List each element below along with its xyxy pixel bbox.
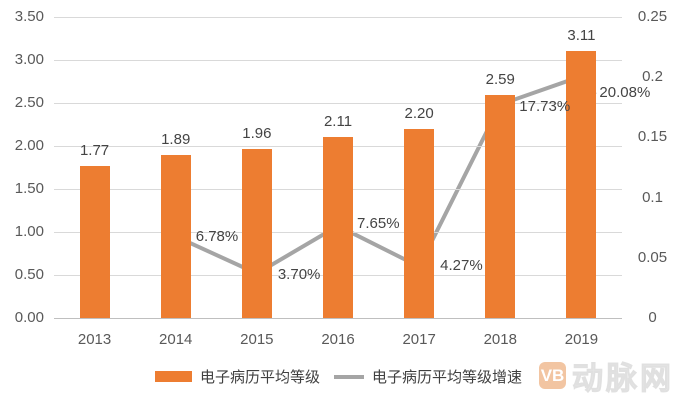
x-axis-label: 2019 xyxy=(564,331,599,348)
gridline xyxy=(54,103,622,104)
bar-value-label: 2.59 xyxy=(485,71,515,89)
legend-item-line-series: 电子病历平均等级增速 xyxy=(334,366,522,387)
gridline xyxy=(54,17,622,18)
x-axis-label: 2017 xyxy=(402,331,436,348)
bar-2015 xyxy=(241,149,272,318)
y-axis-tick-left: 2.00 xyxy=(14,137,44,154)
y-axis-tick-right: 0.15 xyxy=(637,128,668,146)
y-axis-tick-left: 1.50 xyxy=(14,180,44,197)
legend-label-bar-series: 电子病历平均等级 xyxy=(199,369,320,386)
line-value-label: 17.73% xyxy=(519,97,571,115)
y-axis-tick-right: 0.25 xyxy=(637,8,668,25)
bar-2017 xyxy=(404,128,435,318)
bar-2013 xyxy=(79,165,110,318)
x-axis-label: 2016 xyxy=(321,331,355,348)
bar-value-label: 1.96 xyxy=(242,125,272,143)
x-axis-label: 2014 xyxy=(159,331,193,348)
line-series-swatch-icon xyxy=(334,374,364,379)
bar-2019 xyxy=(566,50,597,318)
bar-value-label: 2.20 xyxy=(404,104,434,122)
line-value-label: 3.70% xyxy=(277,266,321,284)
legend-item-bar-series: 电子病历平均等级 xyxy=(154,366,320,387)
watermark-text: 动脉网 xyxy=(572,361,674,397)
line-value-label: 4.27% xyxy=(440,256,483,274)
bar-2014 xyxy=(160,155,191,318)
line-value-label: 7.65% xyxy=(357,214,400,232)
y-axis-tick-right: 0 xyxy=(648,309,657,326)
bar-value-label: 1.77 xyxy=(79,141,110,159)
x-axis-label: 2013 xyxy=(77,331,112,348)
x-axis-label: 2015 xyxy=(240,331,274,348)
y-axis-tick-left: 0.00 xyxy=(14,309,44,326)
y-axis-tick-right: 0.05 xyxy=(637,248,668,266)
gridline xyxy=(54,60,622,61)
y-axis-tick-right: 0.1 xyxy=(642,188,663,206)
y-axis-tick-left: 3.50 xyxy=(14,8,44,25)
y-axis-tick-left: 2.50 xyxy=(14,94,44,111)
y-axis-tick-left: 3.00 xyxy=(14,51,44,68)
y-axis-tick-right: 0.2 xyxy=(642,68,663,86)
bar-2016 xyxy=(323,136,353,318)
bar-value-label: 1.89 xyxy=(161,131,191,149)
legend-label-line-series: 电子病历平均等级增速 xyxy=(372,369,523,386)
bar-series-swatch-icon xyxy=(154,371,192,382)
bar-2018 xyxy=(485,95,516,318)
gridline xyxy=(54,318,622,319)
bar-value-label: 3.11 xyxy=(567,26,596,44)
y-axis-tick-left: 0.50 xyxy=(14,266,44,283)
vb-logo-icon: VB xyxy=(539,362,566,389)
y-axis-tick-left: 1.00 xyxy=(14,223,44,240)
x-axis-label: 2018 xyxy=(483,331,517,348)
watermark: VB 动脉网 xyxy=(539,353,674,398)
line-value-label: 20.08% xyxy=(599,84,651,102)
line-value-label: 6.78% xyxy=(195,228,239,246)
chart-legend: 电子病历平均等级 电子病历平均等级增速 xyxy=(0,366,677,387)
bar-value-label: 2.11 xyxy=(323,112,353,130)
